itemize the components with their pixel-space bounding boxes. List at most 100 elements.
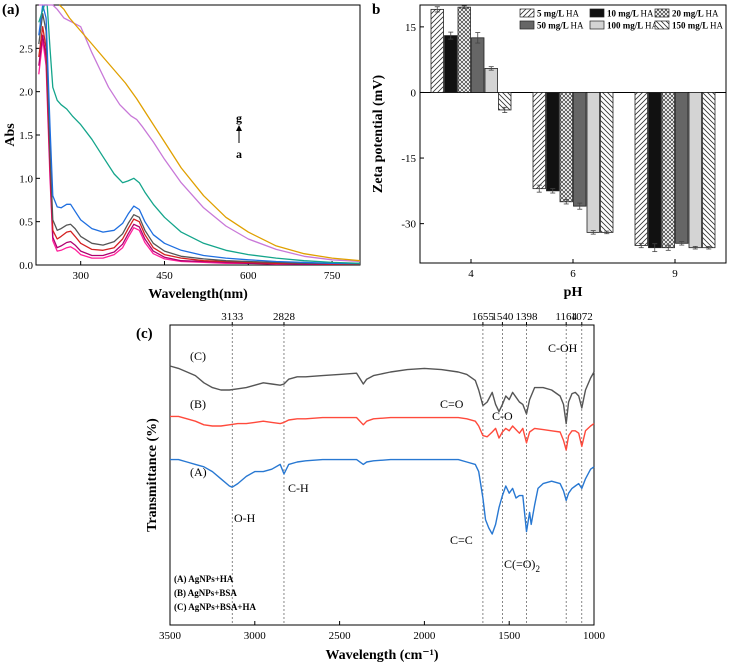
series-label-A: (A) (190, 465, 207, 479)
b-legend-swatch (589, 8, 605, 18)
b-y-tick-label: -15 (401, 153, 416, 165)
b-y-tick-label: -30 (401, 219, 416, 231)
panel-c-ylabel: Transmittance (%) (145, 418, 160, 532)
peak-label-c-oh: C-OH (548, 341, 578, 355)
a-series-c (38, 26, 360, 265)
panel-a-ylabel: Abs (3, 123, 18, 147)
a-y-tick-label: 0.0 (19, 260, 33, 272)
b-bar (430, 8, 444, 93)
b-bar (688, 92, 702, 249)
b-legend-swatch (589, 20, 605, 30)
a-x-tick-label: 450 (156, 270, 173, 282)
b-legend-label: 20 mg/L HA (672, 9, 719, 19)
c-x-tick-label: 2000 (413, 630, 436, 642)
c-reference-label: 2828 (273, 311, 296, 323)
c-x-tick-label: 1000 (583, 630, 606, 642)
a-series-a (38, 39, 360, 265)
c-x-tick-label: 3000 (244, 630, 267, 642)
c-reference-label: 1164 (555, 311, 577, 323)
legend-A: (A) AgNPs+HA (174, 574, 234, 584)
c-series-B (170, 415, 595, 451)
b-legend-swatch (519, 8, 535, 18)
b-bar (471, 37, 485, 93)
c-x-tick-label: 1500 (498, 630, 521, 642)
panel-c-legend: (A) AgNPs+HA (B) AgNPs+BSA (C) AgNPs+BSA… (174, 574, 257, 612)
b-legend-label: 150 mg/L HA (672, 21, 724, 31)
c-reference-label: 3133 (221, 311, 244, 323)
a-series-e (38, 4, 360, 264)
b-y-tick-label: 15 (405, 22, 417, 34)
panel-a-series (38, 4, 361, 265)
a-y-tick-label: 2.5 (19, 43, 33, 55)
b-bar (702, 92, 716, 249)
a-y-tick-label: 2.0 (19, 87, 33, 99)
series-label-C: (C) (190, 349, 206, 363)
panel-b-legend: 5 mg/L HA 50 mg/L HA 10 mg/L HA 100 mg/L HA… (519, 8, 724, 31)
arrow-label-bottom: a (236, 147, 242, 161)
c-reference-label: 1540 (491, 311, 514, 323)
panel-b-axes: 15 0 -15 -30 4 6 9 (401, 22, 726, 280)
a-series-f (38, 4, 361, 264)
b-bar (573, 92, 587, 207)
peak-label-c-o2: C(=O)2 (504, 557, 540, 574)
peak-label-cc: C=C (450, 533, 473, 547)
a-x-tick-label: 300 (72, 270, 89, 282)
panel-a-axes: 300 450 600 750 0.0 0.5 1.0 1.5 2.0 2.5 (19, 43, 341, 282)
panel-c-series (169, 365, 595, 535)
b-bar (484, 68, 498, 93)
a-y-tick-label: 0.5 (19, 217, 33, 229)
panel-c-letter: (c) (136, 326, 153, 342)
b-bar (532, 92, 546, 190)
a-series-g (38, 4, 361, 263)
b-bar (634, 92, 648, 246)
panel-b-xlabel: pH (564, 285, 583, 300)
panel-b-ylabel: Zeta potential (mV) (371, 75, 386, 194)
b-legend-label: 10 mg/L HA (607, 9, 654, 19)
a-series-b (38, 34, 360, 265)
peak-label-oh: O-H (234, 511, 256, 525)
panel-c-frame (169, 324, 595, 626)
peak-label-ch: C-H (288, 481, 309, 495)
legend-C: (C) AgNPs+BSA+HA (174, 602, 257, 612)
panel-b: b 15 0 -15 -30 4 6 9 5 mg/L HA 50 mg/L HA 10 mg/… (371, 2, 727, 300)
a-series-d (38, 13, 361, 265)
b-bar (675, 92, 689, 244)
b-legend-swatch (519, 20, 535, 30)
series-label-B: (B) (190, 397, 206, 411)
b-bar (648, 92, 662, 249)
c-x-tick-label: 2500 (329, 630, 352, 642)
panel-b-letter: b (372, 2, 380, 18)
b-bar (586, 92, 600, 233)
c-reference-label: 1398 (515, 311, 538, 323)
c-series-C (169, 365, 595, 425)
b-y-tick-label: 0 (411, 87, 417, 99)
a-x-tick-label: 600 (240, 270, 257, 282)
panel-a-xlabel: Wavelength(nm) (148, 287, 248, 302)
c-x-tick-label: 3500 (159, 630, 182, 642)
a-series-h (59, 4, 361, 262)
b-bar (559, 92, 573, 203)
direction-arrow-head (236, 125, 242, 131)
svg-text:C(=O)2: C(=O)2 (504, 557, 540, 574)
peak-label-c-o: C-O (492, 409, 513, 423)
b-legend-swatch (654, 8, 670, 18)
b-bar (600, 92, 614, 233)
b-legend-label: 100 mg/L HA (607, 21, 659, 31)
b-bar (546, 92, 560, 192)
panel-a-letter: (a) (2, 2, 20, 18)
b-x-tick-label: 4 (468, 268, 474, 280)
arrow-label-top: g (236, 111, 242, 125)
b-legend-label: 50 mg/L HA (537, 21, 584, 31)
c-reference-label: 1655 (472, 311, 495, 323)
b-bar (444, 35, 458, 93)
panel-c-axes: 3500 3000 2500 2000 1500 1000 (159, 621, 606, 642)
panel-b-bars (430, 5, 716, 253)
panel-a-frame (35, 4, 361, 266)
panel-c-xlabel: Wavelength (cm⁻¹) (325, 648, 438, 663)
b-legend-label: 5 mg/L HA (537, 9, 580, 19)
b-x-tick-label: 9 (672, 268, 678, 280)
c-reference-label: 1072 (571, 311, 593, 323)
